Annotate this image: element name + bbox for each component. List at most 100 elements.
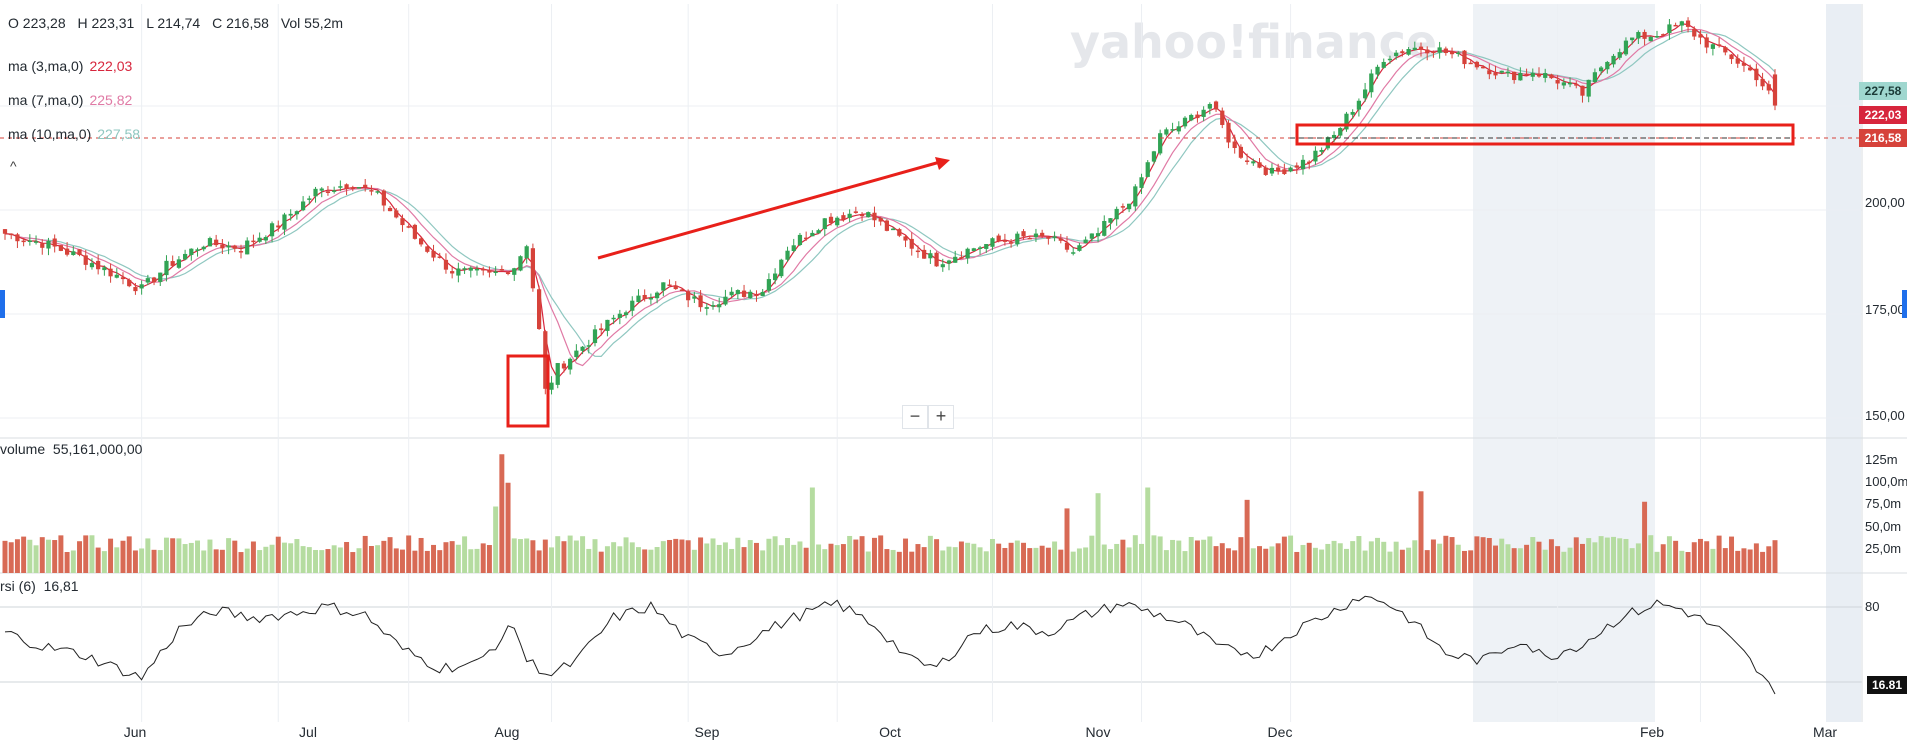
candle-body — [127, 279, 132, 287]
selection-shade — [1473, 4, 1655, 722]
zoom-in-button[interactable]: + — [928, 405, 954, 429]
candle-body — [1567, 82, 1573, 85]
volume-bar — [1132, 535, 1138, 573]
candle-body — [450, 271, 455, 274]
candlestick — [325, 185, 331, 196]
candle-body — [1400, 51, 1405, 54]
volume-bar — [1499, 538, 1505, 573]
volume-bar — [679, 539, 685, 573]
candlestick — [1698, 30, 1703, 45]
indicator-ma10[interactable]: ma (10,ma,0) 227,58 — [8, 126, 140, 142]
candle-body — [282, 214, 287, 230]
candle-body — [1549, 74, 1554, 79]
volume-bar — [1170, 539, 1176, 573]
candlestick — [114, 268, 119, 279]
volume-bar — [344, 541, 350, 573]
zoom-out-button[interactable]: − — [902, 405, 928, 429]
candle-body — [574, 350, 579, 358]
candle-body — [1344, 113, 1349, 130]
indicator-ma7[interactable]: ma (7,ma,0) 225,82 — [8, 92, 132, 108]
candle-body — [182, 253, 188, 260]
volume-bar — [437, 550, 443, 573]
candle-body — [369, 190, 374, 192]
volume-bar — [1673, 540, 1679, 573]
candlestick — [151, 276, 157, 286]
volume-bar — [1306, 542, 1312, 573]
candlestick — [611, 314, 616, 325]
candlestick — [735, 289, 740, 300]
candle-body — [1244, 160, 1250, 162]
candlestick — [592, 325, 598, 347]
candle-body — [1704, 37, 1709, 48]
candlestick — [1269, 163, 1275, 176]
candlestick — [1723, 45, 1728, 56]
right-edge-marker — [1902, 290, 1907, 318]
indicator-ma3[interactable]: ma (3,ma,0) 222,03 — [8, 58, 132, 74]
volume-bar — [213, 549, 219, 573]
candle-body — [1431, 51, 1436, 54]
volume-bar — [1666, 536, 1672, 573]
candle-body — [1536, 73, 1542, 77]
volume-bar — [443, 542, 449, 573]
volume-bar — [238, 552, 244, 573]
volume-bar — [654, 547, 660, 573]
volume-bar — [1145, 487, 1151, 573]
volume-bar — [1567, 547, 1573, 573]
candle-body — [530, 248, 536, 289]
volume-bar — [1021, 542, 1027, 573]
candlestick — [332, 186, 337, 194]
candle-body — [214, 239, 219, 246]
candle-body — [9, 233, 14, 236]
candle-body — [1741, 62, 1747, 66]
volume-bar — [1288, 535, 1294, 573]
candle-body — [437, 256, 442, 258]
volume-bar — [1263, 548, 1269, 573]
volume-bar — [77, 541, 83, 573]
candlestick — [195, 247, 200, 257]
candle-body — [561, 363, 567, 369]
volume-bar — [1362, 550, 1368, 573]
volume-bar — [996, 543, 1002, 573]
candlestick — [220, 239, 225, 255]
volume-bar — [722, 542, 728, 573]
volume-bar — [822, 549, 828, 573]
candle-body — [717, 304, 722, 308]
volume-bar — [1350, 541, 1356, 573]
candle-body — [940, 264, 945, 268]
volume-bar — [89, 535, 95, 573]
candlestick — [226, 241, 231, 255]
volume-bar — [1331, 540, 1337, 573]
candlestick — [238, 244, 244, 259]
candlestick — [1300, 154, 1306, 175]
candle-body — [549, 382, 554, 390]
price-tick-label: 150,00 — [1865, 408, 1905, 423]
volume-bar — [1139, 543, 1145, 573]
candle-body — [1176, 126, 1181, 132]
volume-bar — [1045, 547, 1051, 573]
volume-bar — [52, 540, 58, 573]
candle-body — [1151, 151, 1157, 162]
candle-body — [1437, 47, 1442, 53]
candlestick — [841, 212, 846, 222]
volume-bar — [1027, 548, 1033, 573]
candlestick — [903, 234, 908, 248]
candlestick — [1567, 77, 1573, 88]
volume-bar — [592, 539, 598, 573]
candlestick — [785, 246, 790, 262]
collapse-indicators-icon[interactable]: ^ — [10, 158, 17, 174]
candle-body — [1182, 117, 1188, 127]
volume-bar — [865, 551, 871, 573]
candle-body — [915, 250, 921, 253]
candlestick — [828, 213, 834, 226]
candle-body — [959, 257, 964, 259]
candlestick — [1425, 46, 1430, 61]
candle-body — [1064, 242, 1070, 250]
candle-body — [300, 201, 306, 211]
candlestick — [692, 291, 697, 303]
volume-bar — [101, 551, 107, 573]
volume-bar — [1052, 541, 1058, 573]
candlestick — [909, 232, 914, 256]
candle-body — [1462, 50, 1467, 65]
volume-bar — [387, 537, 393, 573]
volume-bar — [580, 536, 586, 573]
